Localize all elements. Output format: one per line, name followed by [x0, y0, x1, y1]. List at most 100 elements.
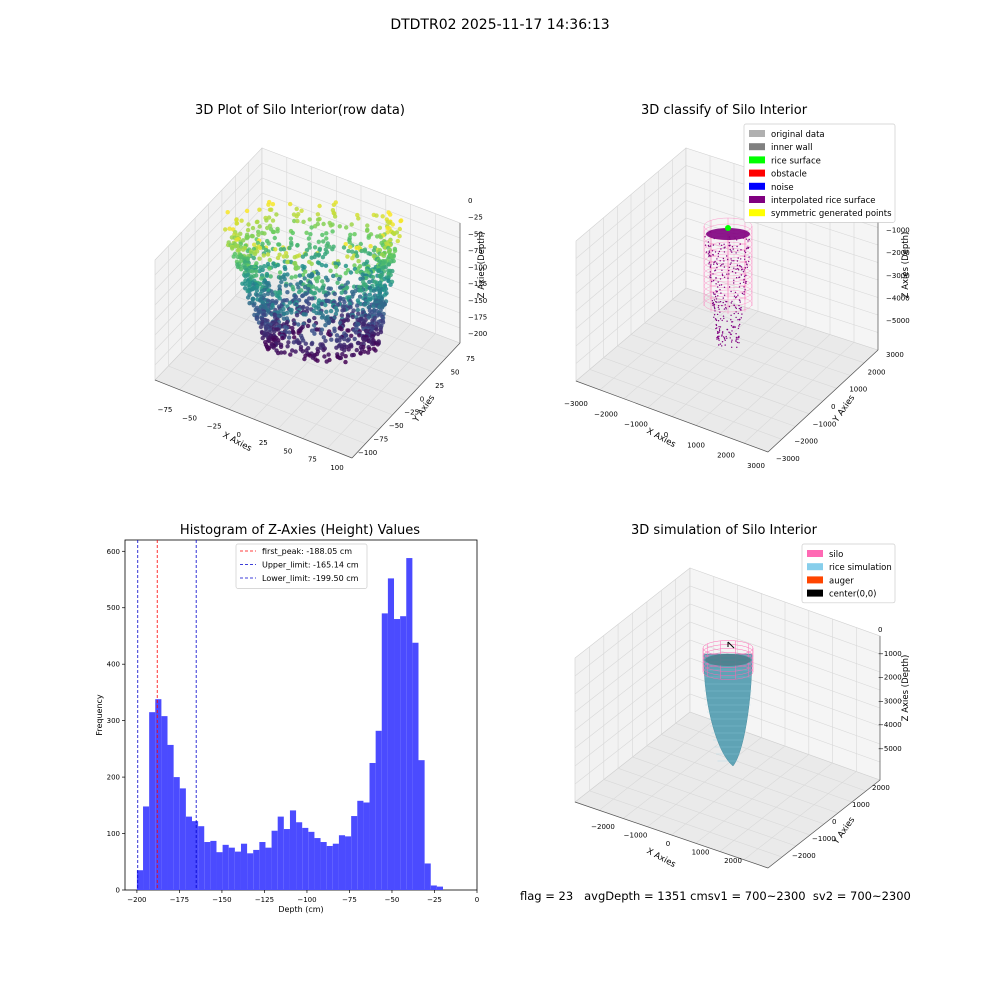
histogram-bar [436, 886, 443, 890]
classify-point [734, 326, 736, 328]
scatter-raw-point [350, 256, 355, 261]
classify-point [722, 274, 724, 277]
classify-point [719, 326, 722, 328]
scatter-raw-point [239, 218, 244, 223]
classify-point [715, 298, 718, 300]
classify-legend-label: noise [771, 183, 794, 193]
classify-point [728, 244, 730, 247]
scatter-raw-point [365, 228, 370, 233]
scatter-raw-point [254, 219, 260, 225]
scatter-raw-point [322, 354, 327, 359]
classify-point [733, 312, 735, 315]
histogram-ylabel: Frequency [95, 694, 104, 736]
simulation-gridline [603, 635, 797, 847]
classify-point [714, 295, 717, 298]
scatter-raw-point [290, 230, 295, 236]
histogram-bar [418, 760, 425, 890]
scatter-raw-point [270, 292, 275, 297]
classify-point [721, 319, 723, 322]
classify-point [715, 277, 717, 279]
scatter-raw-point [362, 302, 368, 307]
scatter-raw-point [333, 311, 339, 317]
classify-point [732, 248, 734, 250]
scatter-raw-point [265, 347, 271, 352]
classify-point [729, 248, 731, 251]
classify-point [748, 238, 750, 241]
scatter-raw-point [316, 253, 321, 258]
scatter-raw-point [223, 227, 228, 232]
scatter-raw-point [365, 223, 370, 228]
classify-point [724, 344, 726, 346]
histogram-x-tick-label: −125 [255, 896, 274, 904]
scatter-raw-y-tick-label: −75 [373, 436, 388, 444]
simulation-x-axis-line [574, 801, 769, 869]
classify-point [735, 252, 737, 254]
figure-suptitle: DTDTR02 2025-11-17 14:36:13 [390, 17, 610, 33]
histogram-bar [216, 852, 223, 890]
scatter-raw-point [325, 278, 330, 283]
scatter-raw-point [346, 347, 351, 352]
classify-point [728, 273, 730, 275]
simulation-zlabel: Z Axies (Depth) [901, 655, 911, 722]
simulation-x-tick-label: 2000 [724, 857, 742, 865]
classify-point [715, 301, 717, 303]
scatter-raw-point [247, 301, 252, 306]
scatter-raw-point [275, 229, 280, 234]
scatter-raw-point [362, 249, 368, 254]
scatter-raw-point [230, 246, 235, 251]
classify-point [733, 304, 735, 307]
simulation-z-tick-label: −4000 [878, 721, 902, 729]
classify-point [745, 261, 747, 263]
scatter-raw-point [398, 218, 403, 224]
classify-point [745, 238, 748, 240]
histogram-bar [424, 863, 431, 890]
histogram-bar [240, 843, 248, 890]
classify-gridline [671, 179, 783, 417]
scatter-raw-point [251, 303, 256, 308]
classify-point [740, 306, 742, 309]
classify-point [715, 323, 717, 326]
classify-point [742, 281, 745, 283]
scatter-raw-point [332, 328, 337, 334]
scatter-raw-point [374, 213, 379, 218]
scatter-raw-point [354, 245, 359, 251]
scatter-raw-point [342, 348, 347, 353]
classify-point [731, 246, 734, 248]
classify-point [716, 258, 718, 260]
scatter-raw-point [231, 254, 236, 259]
simulation-legend-swatch [807, 550, 823, 557]
scatter-raw-point [309, 261, 314, 266]
scatter-raw-point [257, 224, 262, 229]
classify-x-tick-label: −2000 [594, 410, 618, 418]
classify-y-axis-line [767, 349, 879, 453]
simulation-y-axis-line [767, 779, 881, 869]
classify-rice-surface-point [725, 225, 731, 231]
classify-point [716, 338, 718, 340]
classify-point [730, 341, 733, 343]
histogram-x-tick-label: −75 [342, 896, 357, 904]
scatter-raw-point [375, 234, 380, 239]
scatter-raw-point [305, 306, 310, 311]
scatter-raw-point [272, 329, 277, 334]
classify-gridline [630, 194, 824, 402]
scatter-raw-y-axis-line [351, 342, 461, 459]
classify-point [713, 316, 715, 318]
classify-gridline [575, 182, 879, 277]
classify-point [725, 308, 727, 310]
classify-x-tick-label: −1000 [624, 421, 648, 429]
classify-point [714, 318, 717, 320]
scatter-raw-point [303, 353, 308, 358]
histogram-bar [161, 716, 168, 890]
scatter-raw-point [307, 242, 312, 247]
scatter-raw-point [340, 304, 345, 309]
scatter-raw-point [238, 255, 243, 260]
classify-point [716, 263, 718, 266]
histogram-bar [381, 613, 388, 890]
scatter-raw-point [343, 359, 348, 365]
scatter-raw-point [315, 217, 321, 222]
scatter-raw-point [343, 263, 349, 269]
scatter-raw-point [371, 288, 377, 293]
classify-point [730, 250, 732, 252]
classify-point [713, 261, 715, 264]
scatter-raw-point [260, 335, 265, 341]
